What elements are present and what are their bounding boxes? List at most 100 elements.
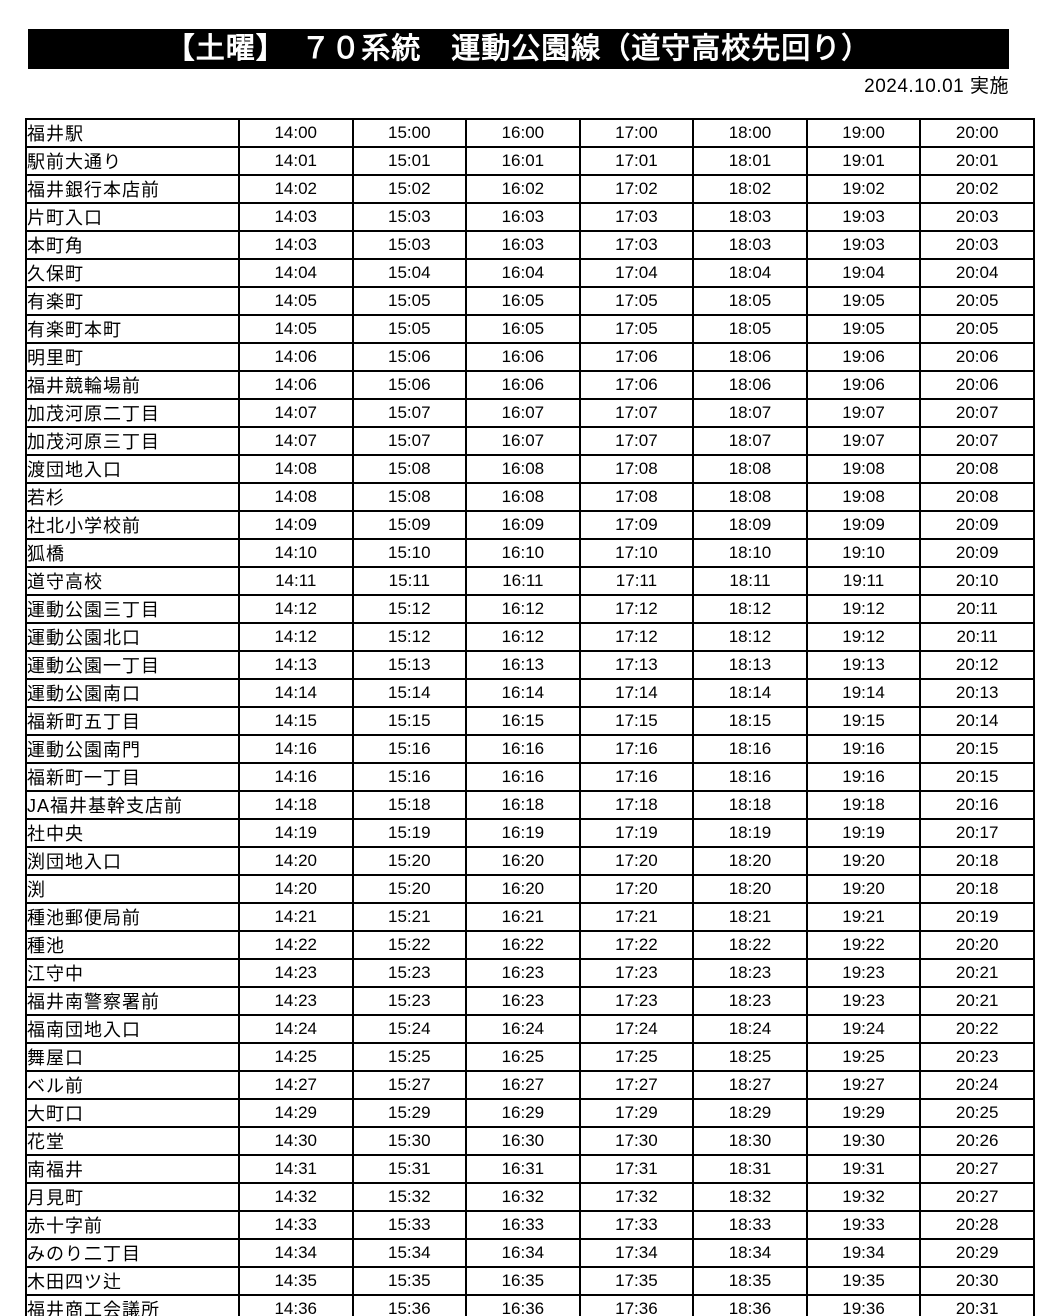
time-cell: 16:30	[465, 1126, 581, 1156]
time-cell: 17:18	[578, 790, 695, 820]
time-cell: 16:14	[465, 678, 581, 708]
time-cell: 17:35	[578, 1266, 695, 1296]
time-cell: 16:24	[465, 1014, 581, 1044]
time-cell: 19:01	[805, 146, 922, 176]
time-cell: 19:29	[805, 1098, 922, 1128]
time-cell: 17:33	[578, 1210, 695, 1240]
time-cell: 16:23	[465, 986, 581, 1016]
time-cell: 19:20	[805, 874, 922, 904]
time-cell: 15:04	[351, 258, 468, 288]
time-cell: 20:24	[919, 1070, 1035, 1100]
time-cell: 17:27	[578, 1070, 695, 1100]
time-cell: 14:31	[237, 1154, 354, 1184]
table-row: 舞屋口 14:25 15:25 16:25 17:25 18:25 19:25 20:23	[25, 1042, 1035, 1072]
time-cell: 16:27	[465, 1070, 581, 1100]
time-cell: 15:30	[351, 1126, 468, 1156]
time-cell: 20:13	[919, 678, 1035, 708]
stop-name-cell: 渡団地入口	[25, 454, 240, 484]
time-cell: 16:29	[465, 1098, 581, 1128]
stop-name-cell: 赤十字前	[25, 1210, 240, 1240]
time-cell: 15:32	[351, 1182, 468, 1212]
stop-name-cell: 大町口	[25, 1098, 240, 1128]
time-cell: 18:24	[692, 1014, 808, 1044]
stop-name-cell: 運動公園南門	[25, 734, 240, 764]
time-cell: 19:21	[805, 902, 922, 932]
time-cell: 18:00	[692, 118, 808, 148]
time-cell: 19:12	[805, 594, 922, 624]
time-cell: 16:21	[465, 902, 581, 932]
table-row: 福井銀行本店前 14:02 15:02 16:02 17:02 18:02 19:02 20:…	[25, 174, 1035, 204]
time-cell: 14:05	[237, 314, 354, 344]
time-cell: 16:01	[465, 146, 581, 176]
stop-name-cell: 加茂河原三丁目	[25, 426, 240, 456]
time-cell: 17:07	[578, 398, 695, 428]
time-cell: 14:35	[237, 1266, 354, 1296]
time-cell: 18:19	[692, 818, 808, 848]
table-row: JA福井基幹支店前 14:18 15:18 16:18 17:18 18:18 19:18 2…	[25, 790, 1035, 820]
time-cell: 16:23	[465, 958, 581, 988]
stop-name-cell: 福井駅	[25, 118, 240, 148]
route-title-banner: 【土曜】 ７０系統 運動公園線（道守高校先回り）	[28, 29, 1009, 69]
table-row: 狐橋 14:10 15:10 16:10 17:10 18:10 19:10 20:09	[25, 538, 1035, 568]
time-cell: 15:31	[351, 1154, 468, 1184]
table-row: 駅前大通り 14:01 15:01 16:01 17:01 18:01 19:01 20:01	[25, 146, 1035, 176]
time-cell: 20:15	[919, 734, 1035, 764]
time-cell: 17:20	[578, 874, 695, 904]
stop-name-cell: 月見町	[25, 1182, 240, 1212]
time-cell: 14:20	[237, 846, 354, 876]
time-cell: 17:06	[578, 370, 695, 400]
table-row: 福井競輪場前 14:06 15:06 16:06 17:06 18:06 19:06 20:0…	[25, 370, 1035, 400]
time-cell: 14:16	[237, 734, 354, 764]
time-cell: 19:13	[805, 650, 922, 680]
stop-name-cell: 本町角	[25, 230, 240, 260]
stop-name-cell: 種池郵便局前	[25, 902, 240, 932]
stop-name-cell: 福新町一丁目	[25, 762, 240, 792]
time-cell: 17:13	[578, 650, 695, 680]
table-row: 明里町 14:06 15:06 16:06 17:06 18:06 19:06 20:06	[25, 342, 1035, 372]
stop-name-cell: 片町入口	[25, 202, 240, 232]
time-cell: 19:33	[805, 1210, 922, 1240]
time-cell: 19:14	[805, 678, 922, 708]
time-cell: 20:31	[919, 1294, 1035, 1316]
time-cell: 20:05	[919, 286, 1035, 316]
time-cell: 15:20	[351, 874, 468, 904]
stop-name-cell: 有楽町本町	[25, 314, 240, 344]
time-cell: 18:31	[692, 1154, 808, 1184]
time-cell: 16:22	[465, 930, 581, 960]
time-cell: 18:27	[692, 1070, 808, 1100]
time-cell: 16:20	[465, 846, 581, 876]
time-cell: 18:32	[692, 1182, 808, 1212]
time-cell: 19:09	[805, 510, 922, 540]
time-cell: 14:04	[237, 258, 354, 288]
time-cell: 15:02	[351, 174, 468, 204]
time-cell: 16:12	[465, 594, 581, 624]
time-cell: 14:19	[237, 818, 354, 848]
time-cell: 16:06	[465, 370, 581, 400]
time-cell: 20:18	[919, 874, 1035, 904]
time-cell: 20:08	[919, 482, 1035, 512]
time-cell: 18:22	[692, 930, 808, 960]
table-row: 南福井 14:31 15:31 16:31 17:31 18:31 19:31 20:27	[25, 1154, 1035, 1184]
time-cell: 14:00	[237, 118, 354, 148]
time-cell: 18:10	[692, 538, 808, 568]
time-cell: 18:36	[692, 1294, 808, 1316]
table-row: 福新町一丁目 14:16 15:16 16:16 17:16 18:16 19:16 20:1…	[25, 762, 1035, 792]
time-cell: 16:11	[465, 566, 581, 596]
time-cell: 17:01	[578, 146, 695, 176]
time-cell: 18:07	[692, 426, 808, 456]
stop-name-cell: 渕	[25, 874, 240, 904]
stop-name-cell: 社北小学校前	[25, 510, 240, 540]
table-row: 運動公園南門 14:16 15:16 16:16 17:16 18:16 19:16 20:1…	[25, 734, 1035, 764]
table-row: 若杉 14:08 15:08 16:08 17:08 18:08 19:08 20:08	[25, 482, 1035, 512]
time-cell: 15:29	[351, 1098, 468, 1128]
table-row: 加茂河原三丁目 14:07 15:07 16:07 17:07 18:07 19:07 20:…	[25, 426, 1035, 456]
time-cell: 15:19	[351, 818, 468, 848]
time-cell: 14:29	[237, 1098, 354, 1128]
time-cell: 20:06	[919, 370, 1035, 400]
stop-name-cell: 福新町五丁目	[25, 706, 240, 736]
stop-name-cell: 加茂河原二丁目	[25, 398, 240, 428]
time-cell: 16:16	[465, 762, 581, 792]
time-cell: 18:18	[692, 790, 808, 820]
time-cell: 19:03	[805, 202, 922, 232]
table-row: 渕 14:20 15:20 16:20 17:20 18:20 19:20 20:18	[25, 874, 1035, 904]
